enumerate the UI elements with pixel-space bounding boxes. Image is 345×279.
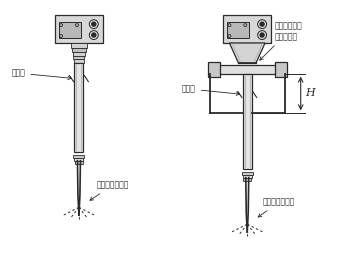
Circle shape (89, 20, 98, 29)
Bar (55, 15, 103, 43)
Bar (242, 172, 253, 175)
Text: 屏蔽段: 屏蔽段 (182, 85, 239, 95)
Bar (243, 175, 252, 178)
Bar (243, 178, 251, 181)
Bar (208, 62, 219, 77)
Text: 屏蔽段: 屏蔽段 (12, 69, 71, 80)
Bar (75, 161, 83, 164)
Circle shape (92, 22, 96, 26)
Bar (75, 158, 83, 161)
Bar (275, 62, 287, 77)
Circle shape (258, 20, 267, 29)
Circle shape (92, 33, 96, 37)
Bar (210, 65, 285, 74)
Text: H: H (306, 88, 315, 98)
Bar (243, 74, 252, 169)
Bar (74, 59, 84, 63)
Text: 波束从此处发射: 波束从此处发射 (258, 197, 295, 217)
Bar (72, 48, 86, 52)
Bar (227, 22, 249, 38)
Bar (224, 15, 271, 43)
Bar (75, 63, 83, 152)
Bar (73, 56, 85, 59)
Text: 波束从此处发射: 波束从此处发射 (90, 181, 129, 200)
Bar (73, 155, 85, 158)
Circle shape (260, 22, 264, 26)
Polygon shape (229, 43, 265, 63)
Circle shape (89, 31, 98, 40)
Bar (71, 43, 87, 48)
Bar (73, 52, 85, 56)
Circle shape (260, 33, 264, 37)
Circle shape (258, 31, 267, 40)
Bar (59, 22, 81, 38)
Text: 为翻边法兰使
用弹性垫片: 为翻边法兰使 用弹性垫片 (260, 21, 303, 60)
